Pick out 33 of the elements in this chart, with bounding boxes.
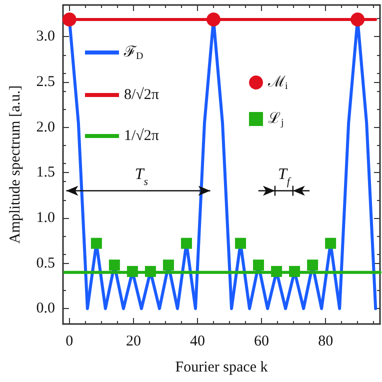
x-tick-label: 80 [318, 334, 334, 350]
y-tick-label: 0.5 [36, 255, 55, 272]
legend-label: 1/√2π [124, 128, 160, 144]
y-tick-label: 2.5 [36, 74, 55, 90]
point [307, 260, 318, 271]
x-tick-label: 0 [66, 334, 74, 350]
point [62, 12, 76, 26]
x-axis-title: Fourier space k [175, 360, 268, 376]
point [325, 238, 336, 249]
y-tick-label: 1.0 [36, 210, 55, 226]
y-axis-title: Amplitude spectrum [a.u.] [8, 85, 24, 244]
point [90, 238, 102, 249]
point [180, 238, 192, 249]
point [126, 266, 138, 277]
annotation: T$_{f}$ [278, 166, 292, 188]
point [253, 260, 264, 271]
y-tick-label: 0.0 [36, 300, 55, 317]
point [162, 260, 174, 271]
x-tick-label: 60 [254, 334, 270, 350]
y-tick-label: 3.0 [36, 28, 55, 45]
point [144, 266, 156, 277]
point [206, 12, 220, 26]
annotation: T$_{s}$ [134, 166, 148, 188]
point [235, 238, 246, 249]
x-tick-label: 40 [190, 334, 205, 350]
x-tick-label: 20 [126, 334, 141, 350]
legend-label: 8/√2π [124, 87, 160, 103]
point [271, 266, 282, 277]
point [350, 12, 365, 26]
point [108, 260, 120, 271]
y-tick-label: 2.0 [36, 119, 55, 136]
point [289, 266, 300, 277]
y-tick-label: 1.5 [36, 164, 55, 181]
